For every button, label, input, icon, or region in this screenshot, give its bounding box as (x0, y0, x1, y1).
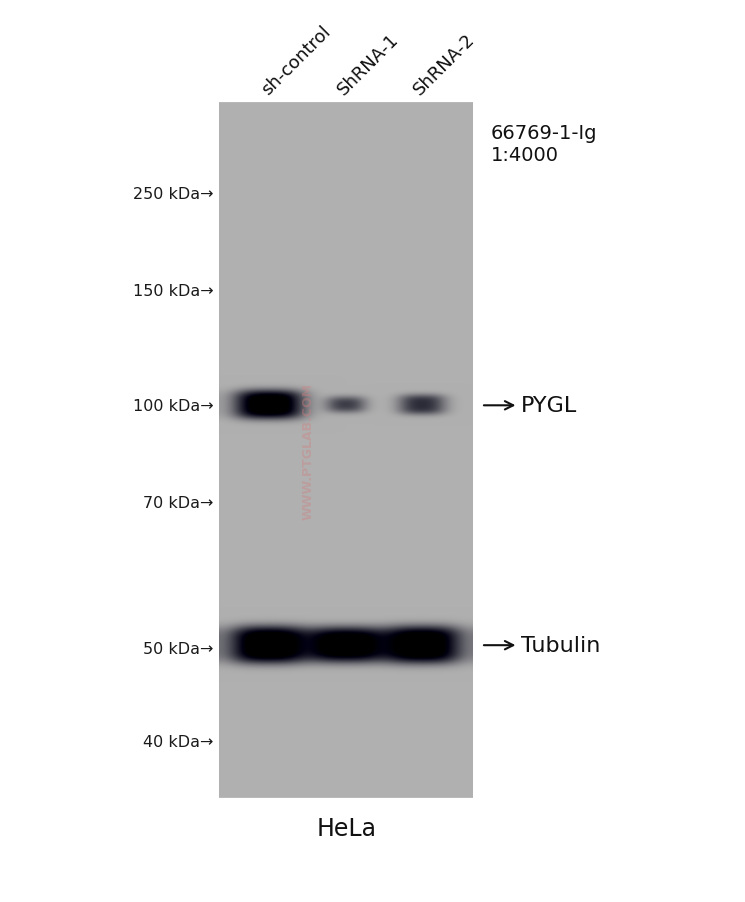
Text: WWW.PTGLAB.COM: WWW.PTGLAB.COM (302, 382, 315, 520)
Text: ShRNA-1: ShRNA-1 (334, 31, 402, 98)
Text: 100 kDa→: 100 kDa→ (133, 399, 214, 413)
Text: 40 kDa→: 40 kDa→ (143, 734, 214, 749)
Text: 70 kDa→: 70 kDa→ (143, 495, 214, 511)
Text: 250 kDa→: 250 kDa→ (133, 187, 214, 201)
Text: sh-control: sh-control (258, 23, 334, 98)
Text: HeLa: HeLa (317, 816, 376, 841)
Text: PYGL: PYGL (484, 396, 577, 416)
Text: ShRNA-2: ShRNA-2 (410, 31, 478, 98)
Text: Tubulin: Tubulin (484, 636, 600, 656)
Text: 1:4000: 1:4000 (491, 146, 559, 165)
Text: 66769-1-Ig: 66769-1-Ig (491, 124, 597, 143)
Text: 150 kDa→: 150 kDa→ (133, 284, 214, 299)
Text: 50 kDa→: 50 kDa→ (143, 641, 214, 657)
